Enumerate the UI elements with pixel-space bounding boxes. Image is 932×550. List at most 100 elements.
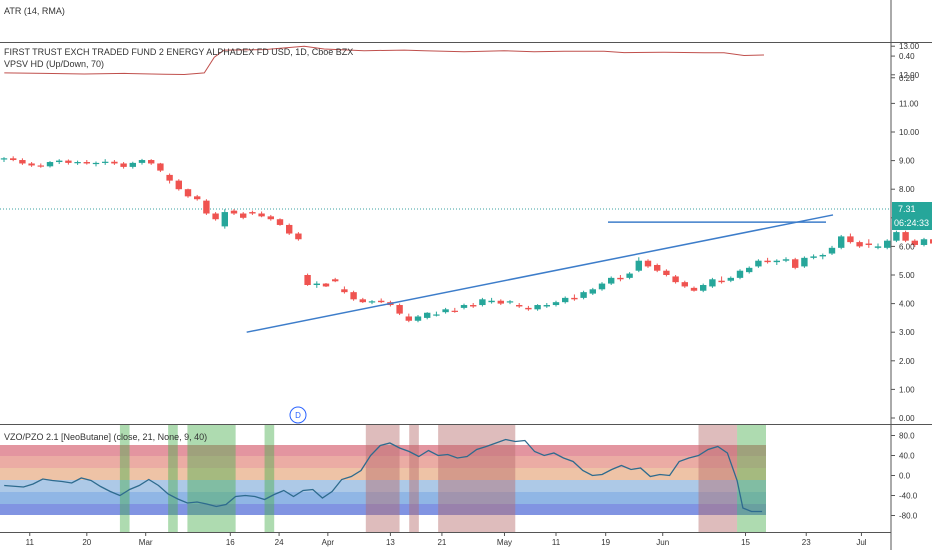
osc-band	[0, 504, 766, 515]
osc-oversold-zone	[168, 425, 178, 532]
candle-body	[700, 285, 707, 291]
candle-body	[414, 316, 422, 321]
candle-body	[534, 305, 541, 310]
candle-body	[194, 196, 201, 200]
candle-body	[884, 240, 891, 248]
candle-body	[249, 212, 256, 214]
candle-body	[911, 240, 918, 245]
dividend-marker-text: D	[295, 411, 301, 420]
osc-oversold-zone	[119, 425, 130, 532]
candle-body	[276, 219, 284, 225]
dividend-marker[interactable]: D	[289, 406, 307, 424]
atr-label: ATR (14, RMA)	[4, 6, 65, 16]
candle-body	[92, 162, 100, 165]
candle-body	[341, 289, 348, 293]
time-tick-label: 24	[275, 538, 284, 547]
time-tick-label: 19	[601, 538, 610, 547]
time-tick-label: May	[497, 538, 512, 547]
candle-body	[479, 299, 486, 306]
last-price-badge	[892, 202, 932, 216]
osc-band	[0, 445, 766, 456]
osc-band	[0, 480, 766, 492]
candle-body	[571, 297, 578, 300]
candle-body	[865, 243, 872, 245]
candle-body	[46, 162, 54, 167]
price-tick-label: 2.00	[899, 357, 915, 366]
candle-body	[681, 282, 688, 287]
osc-line	[4, 438, 763, 513]
osc-overbought-zone	[409, 425, 419, 532]
osc-tick-label: 40.0	[899, 452, 915, 461]
osc-bands	[0, 445, 766, 515]
candle-body	[451, 310, 458, 312]
candle-body	[359, 299, 366, 303]
candle-body	[175, 180, 182, 190]
candle-body	[709, 279, 716, 287]
candle-body	[240, 213, 247, 218]
candle-body	[690, 287, 698, 291]
price-tick-label: 6.00	[899, 242, 915, 251]
candle-body	[773, 260, 780, 263]
time-tick-label: Jun	[656, 538, 669, 547]
candle-body	[552, 302, 560, 306]
osc-oversold-zone	[187, 425, 236, 532]
candle-body	[203, 200, 210, 214]
candle-body	[598, 283, 606, 290]
drawn-lines	[246, 214, 834, 333]
candle-body	[0, 158, 8, 160]
candle-body	[120, 163, 127, 167]
price-tick-label: 0.00	[899, 414, 915, 423]
osc-tick-label: 0.0	[899, 472, 911, 481]
candle-body	[295, 233, 302, 240]
axes: 13.0012.0011.0010.009.008.007.006.005.00…	[26, 42, 920, 547]
candle-body	[828, 247, 836, 254]
candle-body	[28, 163, 35, 166]
chart-title: FIRST TRUST EXCH TRADED FUND 2 ENERGY AL…	[4, 47, 353, 57]
candle-body	[442, 309, 449, 313]
candle-body	[792, 259, 799, 268]
candle-body	[470, 305, 477, 307]
candle-body	[497, 300, 504, 304]
candle-body	[856, 242, 863, 247]
price-tick-label: 13.00	[899, 42, 920, 51]
time-tick-label: 20	[82, 538, 91, 547]
candle-body	[102, 161, 109, 163]
osc-overbought-zone	[438, 425, 516, 532]
countdown-value: 06:24:33	[894, 218, 929, 228]
candle-body	[874, 246, 882, 248]
candle-body	[525, 307, 532, 310]
dividend-marker-circle[interactable]	[289, 406, 307, 424]
candle-body	[65, 160, 72, 163]
candle-body	[635, 260, 642, 271]
price-tick-label: 12.00	[899, 71, 920, 80]
candle-body	[718, 280, 725, 283]
candle-body	[322, 283, 330, 287]
support-trendline[interactable]	[246, 214, 834, 333]
osc-band	[0, 456, 766, 468]
candle-body	[350, 292, 357, 300]
price-tick-label: 9.00	[899, 157, 915, 166]
candle-body	[516, 305, 523, 307]
candle-body	[332, 279, 339, 282]
candle-body	[608, 277, 615, 284]
candle-body	[258, 213, 265, 217]
candle-body	[746, 267, 753, 273]
price-candles	[0, 156, 932, 323]
candle-body	[396, 305, 403, 314]
candle-body	[920, 239, 928, 245]
candle-body	[74, 162, 81, 164]
candle-body	[930, 239, 932, 244]
osc-signal-shading	[119, 425, 766, 532]
atr-line	[4, 45, 765, 76]
candle-body	[764, 260, 771, 263]
candle-body	[654, 264, 661, 271]
time-tick-label: 16	[226, 538, 235, 547]
candle-body	[368, 301, 376, 303]
candle-body	[405, 316, 412, 321]
price-tick-label: 11.00	[899, 99, 919, 108]
candle-body	[230, 210, 238, 214]
time-tick-label: Apr	[322, 538, 335, 547]
candle-body	[148, 160, 155, 164]
time-tick-label: 23	[802, 538, 811, 547]
